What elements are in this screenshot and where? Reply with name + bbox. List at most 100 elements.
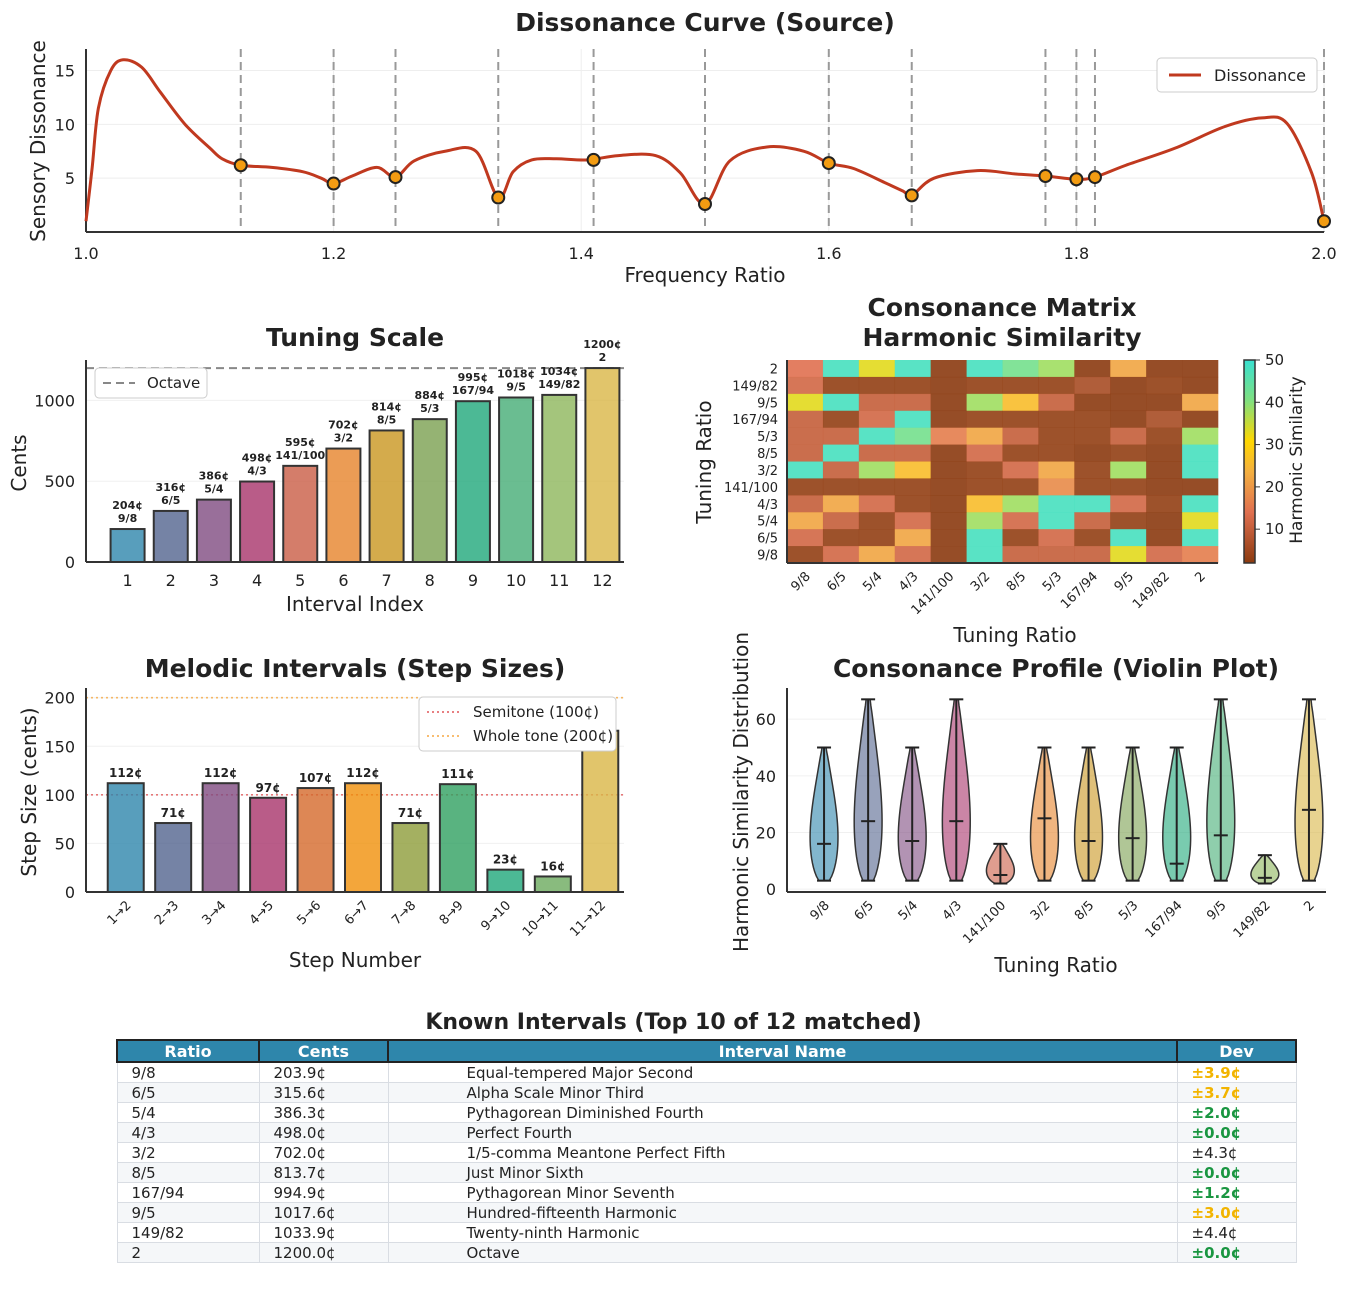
- cell-dev: ±0.0¢: [1176, 1242, 1297, 1263]
- scale-bar-label-cents: 995¢: [458, 371, 489, 384]
- scale-bar-label-ratio: 9/5: [506, 380, 525, 393]
- scale-bar-label-ratio: 3/2: [334, 432, 353, 445]
- table-row: 5/4 386.3¢ Pythagorean Diminished Fourth ±2…: [116, 1102, 1297, 1123]
- heatmap-cell: [1146, 495, 1183, 513]
- heatmap-y-tick-label: 4/3: [757, 498, 778, 513]
- heatmap-cell: [966, 546, 1003, 564]
- scale-bar: [109, 528, 146, 564]
- scale-x-tick-label: 5: [295, 571, 305, 590]
- steps-legend-label: Whole tone (200¢): [473, 727, 613, 745]
- cell-ratio: 149/82: [116, 1222, 260, 1243]
- scale-bar-label-cents: 1200¢: [583, 338, 621, 351]
- heatmap-cell: [1038, 529, 1075, 547]
- scale-bar-label-ratio: 8/5: [377, 413, 396, 426]
- cell-ratio: 167/94: [116, 1182, 260, 1203]
- heatmap-cell: [1074, 393, 1111, 412]
- steps-y-tick-label: 150: [44, 737, 75, 756]
- heatmap-cell: [930, 376, 967, 395]
- table-row: 9/5 1017.6¢ Hundred-fifteenth Harmonic ±3.0…: [116, 1202, 1297, 1223]
- scale-bar-label-cents: 595¢: [285, 436, 316, 449]
- heatmap-cell: [1182, 427, 1219, 445]
- heatmap-cell: [822, 360, 860, 378]
- heatmap-x-axis-label: Tuning Ratio: [952, 623, 1076, 647]
- table-row: 2 1200.0¢ Octave ±0.0¢: [116, 1242, 1297, 1263]
- heatmap-cell: [787, 410, 824, 428]
- heatmap-cell: [894, 444, 931, 462]
- steps-x-tick-label: 11→12: [567, 898, 609, 940]
- heatmap-cell: [858, 546, 896, 564]
- heatmap-cell: [894, 376, 931, 395]
- scale-bar-label-ratio: 4/3: [247, 465, 266, 478]
- scale-legend-box: [94, 367, 208, 399]
- dissonance-point: [1069, 172, 1084, 187]
- heatmap-cell: [1002, 461, 1039, 479]
- heatmap-cell: [1110, 410, 1147, 428]
- heatmap-cell: [822, 444, 860, 462]
- heatmap-cell: [1074, 376, 1111, 395]
- cell-ratio: 9/8: [116, 1061, 260, 1083]
- steps-bar-label: 71¢: [161, 806, 186, 820]
- heatmap-colorbar: [1243, 359, 1256, 564]
- scale-legend: Octave: [94, 367, 208, 399]
- violin-y-tick-label: 20: [756, 824, 776, 843]
- cell-ratio: 8/5: [116, 1162, 260, 1183]
- scale-bar: [368, 429, 405, 564]
- heatmap-cell: [822, 495, 860, 513]
- steps-bar: [296, 787, 335, 893]
- heatmap-y-tick-label: 2: [770, 362, 778, 377]
- cell-dev: ±0.0¢: [1176, 1162, 1297, 1183]
- header-ratio: Ratio: [116, 1039, 260, 1063]
- dissonance-point: [388, 170, 403, 185]
- heatmap-x-tick-label: 149/82: [1130, 569, 1173, 612]
- heatmap-cell: [1002, 478, 1039, 496]
- heatmap-cell: [1038, 546, 1075, 564]
- heatmap-cell: [787, 427, 824, 445]
- steps-bar-label: 111¢: [441, 767, 474, 781]
- heatmap-cell: [966, 410, 1003, 428]
- heatmap-cell: [1110, 427, 1147, 445]
- heatmap-cell: [894, 461, 931, 479]
- curve-title: Dissonance Curve (Source): [515, 8, 895, 37]
- dissonance-point: [698, 197, 712, 212]
- heatmap-cell: [966, 393, 1003, 412]
- heatmap-x-tick-label: 5/4: [860, 569, 885, 594]
- heatmap-colorbar-tick-label: 30: [1265, 436, 1284, 454]
- steps-bar: [106, 782, 145, 894]
- steps-bar: [581, 729, 620, 893]
- steps-bar: [154, 822, 193, 893]
- heatmap-cell: [1146, 546, 1183, 564]
- cell-interval-name: Twenty-ninth Harmonic: [387, 1222, 1178, 1243]
- violin-x-tick-label: 6/5: [852, 898, 877, 923]
- heatmap-cell: [858, 495, 896, 513]
- cell-cents: 1017.6¢: [258, 1202, 389, 1223]
- heatmap-cell: [930, 478, 967, 496]
- scale-y-axis-label: Cents: [7, 434, 31, 491]
- heatmap-cell: [1074, 427, 1111, 445]
- steps-bar-label: 112¢: [204, 766, 237, 780]
- heatmap-cell: [822, 393, 860, 412]
- heatmap-cell: [822, 529, 860, 547]
- heatmap-cell: [787, 512, 824, 530]
- heatmap-cell: [1182, 376, 1219, 395]
- heatmap-cell: [1074, 495, 1111, 513]
- curve-y-tick-label: 15: [55, 62, 75, 81]
- steps-legend-box: [418, 696, 617, 752]
- heatmap-cell: [1074, 529, 1111, 547]
- heatmap-x-tick-label: 2: [1192, 569, 1208, 585]
- heatmap-cell: [1110, 512, 1147, 530]
- violin-x-tick-label: 4/3: [940, 898, 965, 923]
- cell-ratio: 9/5: [116, 1202, 260, 1223]
- scale-bar-label-ratio: 9/8: [118, 512, 137, 525]
- heatmap-cell: [930, 546, 967, 564]
- heatmap-cell: [930, 529, 967, 547]
- heatmap-cell: [894, 410, 931, 428]
- heatmap-cell: [894, 360, 931, 378]
- heatmap-cell: [894, 495, 931, 513]
- steps-x-tick-label: 10→11: [520, 898, 562, 940]
- cell-interval-name: Perfect Fourth: [387, 1122, 1178, 1143]
- heatmap-cell: [1002, 376, 1039, 395]
- heatmap-y-tick-label: 9/8: [757, 549, 778, 564]
- heatmap-cell: [1038, 360, 1075, 378]
- cell-cents: 1033.9¢: [258, 1222, 389, 1243]
- heatmap-cell: [1074, 461, 1111, 479]
